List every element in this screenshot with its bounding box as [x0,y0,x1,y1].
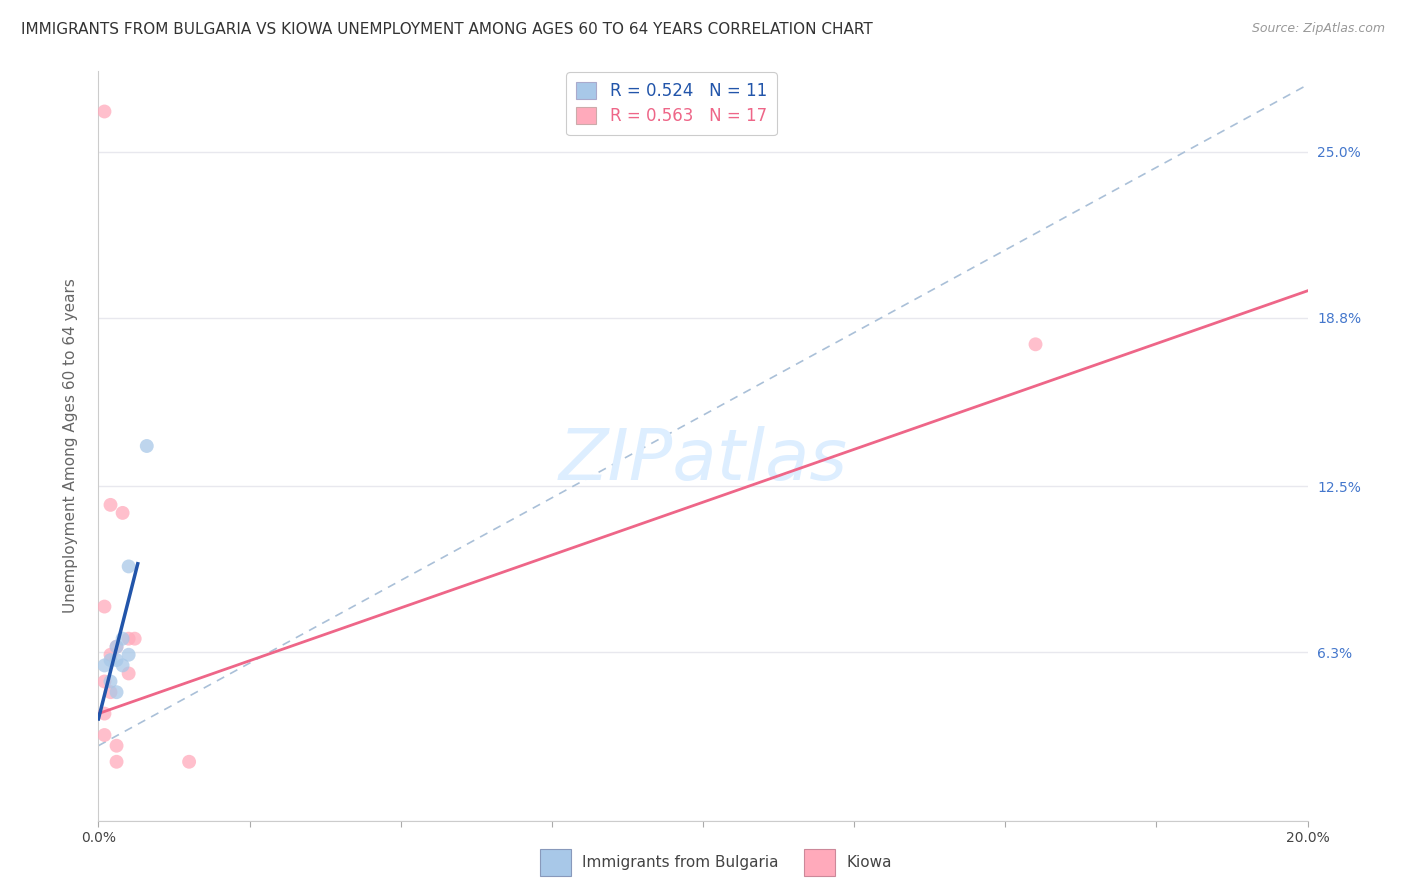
Point [124,632,146,646]
Point [105,755,128,769]
Point [105,739,128,753]
Point [118,559,141,574]
Point [179,755,201,769]
Text: Source: ZipAtlas.com: Source: ZipAtlas.com [1251,22,1385,36]
Point [105,640,128,654]
Point [93,728,115,742]
Point [118,648,141,662]
Point [100,674,122,689]
Y-axis label: Unemployment Among Ages 60 to 64 years: Unemployment Among Ages 60 to 64 years [63,278,77,614]
Point [135,439,157,453]
Point [100,648,122,662]
Point [105,685,128,699]
Point [111,658,134,673]
Point [100,685,122,699]
Text: Kiowa: Kiowa [846,855,891,870]
Legend: R = 0.524   N = 11, R = 0.563   N = 17: R = 0.524 N = 11, R = 0.563 N = 17 [567,72,778,136]
Text: ZIPatlas: ZIPatlas [558,426,848,495]
Point [93,599,115,614]
Point [93,658,115,673]
Point [105,653,128,667]
Point [100,498,122,512]
Point [93,674,115,689]
Bar [804,849,835,876]
Point [111,506,134,520]
Point [111,632,134,646]
Point [118,666,141,681]
Point [118,632,141,646]
Point [100,653,122,667]
Text: Immigrants from Bulgaria: Immigrants from Bulgaria [582,855,779,870]
Point [93,706,115,721]
Text: IMMIGRANTS FROM BULGARIA VS KIOWA UNEMPLOYMENT AMONG AGES 60 TO 64 YEARS CORRELA: IMMIGRANTS FROM BULGARIA VS KIOWA UNEMPL… [21,22,873,37]
Point [1024,337,1046,351]
Bar [540,849,571,876]
Point [93,104,115,119]
Point [105,640,128,654]
